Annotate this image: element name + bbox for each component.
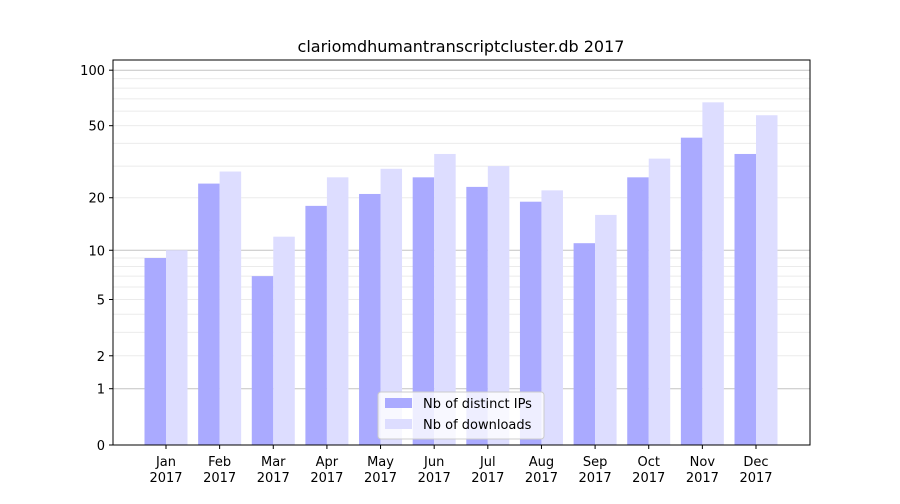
x-tick-label: Mar 2017 — [257, 455, 290, 486]
bar-downloads — [595, 214, 617, 445]
y-tick-label: 1 — [97, 383, 105, 398]
y-tick-label: 100 — [80, 64, 105, 79]
bar-distinct-ips — [734, 153, 756, 445]
legend-swatch — [385, 419, 412, 429]
x-tick-label: Jun 2017 — [418, 455, 451, 486]
x-tick-label: Jan 2017 — [149, 455, 182, 486]
bar-downloads — [326, 177, 349, 446]
bar-distinct-ips — [251, 276, 274, 445]
y-tick-label: 20 — [88, 192, 105, 207]
x-axis: Jan 2017 Feb 2017 Mar 2017 Apr 2017 May 2017 Jun 20… — [149, 445, 773, 486]
y-tick-label: 50 — [88, 120, 105, 135]
x-tick-label: Aug 2017 — [525, 455, 558, 486]
bar-distinct-ips — [680, 137, 703, 445]
bar-downloads — [756, 115, 778, 446]
x-tick-label: Nov 2017 — [686, 455, 719, 486]
bar-downloads — [434, 153, 456, 445]
bar-downloads — [273, 236, 295, 445]
bar-downloads — [487, 166, 510, 445]
y-tick-label: 0 — [97, 439, 105, 454]
bar-downloads — [541, 190, 563, 445]
x-tick-label: Feb 2017 — [203, 455, 236, 486]
bars — [144, 102, 778, 446]
chart-title: clariomdhumantranscriptcluster.db 2017 — [298, 37, 625, 56]
bar-distinct-ips — [412, 177, 435, 446]
bar-distinct-ips — [519, 201, 542, 445]
y-axis: 0 1 2 5 10 20 50 100 — [80, 64, 113, 454]
bar-distinct-ips — [627, 177, 649, 446]
bar-distinct-ips — [359, 193, 381, 445]
legend-label: Nb of distinct IPs — [423, 397, 532, 412]
bar-downloads — [166, 250, 188, 445]
bar-downloads — [380, 168, 403, 445]
bar-distinct-ips — [305, 205, 327, 445]
legend-swatch — [385, 398, 412, 408]
bar-distinct-ips — [466, 186, 488, 445]
y-tick-label: 2 — [97, 350, 105, 365]
x-tick-label: Dec 2017 — [739, 455, 772, 486]
y-tick-label: 10 — [88, 244, 105, 259]
x-tick-label: Sep 2017 — [579, 455, 612, 486]
legend-label: Nb of downloads — [423, 418, 532, 433]
plot-frame — [112, 59, 811, 446]
bar-downloads — [648, 158, 671, 445]
x-tick-label: Jul 2017 — [471, 455, 504, 486]
bar-distinct-ips — [144, 258, 166, 445]
bar-downloads — [219, 171, 242, 446]
bar-distinct-ips — [573, 243, 596, 445]
x-tick-label: Oct 2017 — [632, 455, 665, 486]
legend-box — [377, 391, 545, 440]
bar-distinct-ips — [198, 183, 220, 446]
legend: Nb of distinct IPs Nb of downloads — [377, 391, 545, 440]
x-tick-label: Apr 2017 — [310, 455, 343, 486]
y-tick-label: 5 — [97, 293, 105, 308]
bar-downloads — [702, 102, 724, 445]
x-tick-label: May 2017 — [364, 455, 397, 486]
